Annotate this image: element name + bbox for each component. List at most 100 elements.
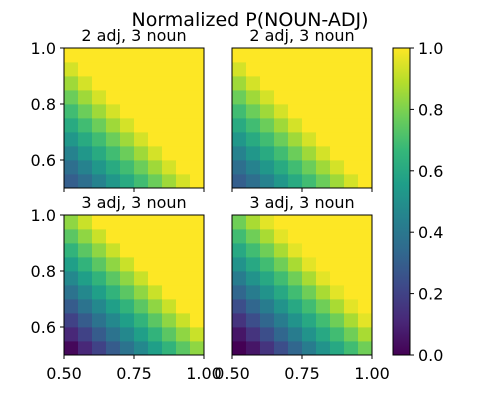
heatmap-cell xyxy=(176,327,191,342)
heatmap-cell xyxy=(176,313,191,328)
heatmap-cell xyxy=(176,215,191,230)
heatmap-cell xyxy=(134,243,149,258)
heatmap-cell xyxy=(162,313,177,328)
heatmap-cell xyxy=(344,313,359,328)
heatmap-cell xyxy=(302,132,317,147)
heatmap-cell xyxy=(288,76,303,91)
heatmap-cell xyxy=(344,132,359,147)
heatmap-cell xyxy=(78,285,93,300)
heatmap-cell xyxy=(176,341,191,356)
heatmap-cell xyxy=(232,285,247,300)
heatmap-cell xyxy=(176,160,191,175)
heatmap-cell xyxy=(162,285,177,300)
colorbar: 0.0 0.2 0.4 0.6 0.8 1.0 xyxy=(392,39,443,365)
heatmap-cell xyxy=(134,62,149,77)
heatmap-cell xyxy=(162,76,177,91)
heatmap-cell xyxy=(162,257,177,272)
heatmap-cell xyxy=(106,76,121,91)
heatmap-cell xyxy=(274,90,289,105)
heatmap-cell xyxy=(330,285,345,300)
heatmap-cell xyxy=(176,257,191,272)
heatmap-cell xyxy=(176,243,191,258)
heatmap-cell xyxy=(120,257,135,272)
heatmap-cell xyxy=(162,174,177,189)
heatmap-cell xyxy=(148,257,163,272)
heatmap-cell xyxy=(148,48,163,63)
heatmap-cell xyxy=(92,132,107,147)
heatmap-cell xyxy=(274,104,289,119)
heatmap-cell xyxy=(358,118,373,133)
heatmap-cell xyxy=(162,215,177,230)
heatmap-cell xyxy=(316,146,331,161)
heatmap-cell xyxy=(190,299,205,314)
x-tick-label: 0.75 xyxy=(116,364,152,383)
heatmap-cell xyxy=(176,285,191,300)
heatmap-cell xyxy=(260,285,275,300)
heatmap-cell xyxy=(232,62,247,77)
panel-title: 2 adj, 3 noun xyxy=(81,26,186,45)
heatmap-cell xyxy=(106,299,121,314)
heatmap-cell xyxy=(78,118,93,133)
heatmap-cell xyxy=(78,229,93,244)
heatmap-cell xyxy=(260,62,275,77)
heatmap-cell xyxy=(274,118,289,133)
heatmap-cell xyxy=(344,341,359,356)
heatmap-cell xyxy=(232,90,247,105)
heatmap-cell xyxy=(134,299,149,314)
heatmap-cell xyxy=(358,215,373,230)
heatmap-cell xyxy=(358,271,373,286)
heatmap-cell xyxy=(106,215,121,230)
heatmap-cell xyxy=(246,118,261,133)
x-tick-label: 0.75 xyxy=(284,364,320,383)
heatmap-cell xyxy=(78,215,93,230)
heatmap-cell xyxy=(358,160,373,175)
heatmap-cell xyxy=(358,243,373,258)
heatmap-cell xyxy=(64,104,79,119)
heatmap-cell xyxy=(260,48,275,63)
heatmap-cell xyxy=(274,327,289,342)
heatmap-cell xyxy=(274,174,289,189)
heatmap-cell xyxy=(92,313,107,328)
heatmap-cell xyxy=(246,285,261,300)
heatmap-cell xyxy=(288,313,303,328)
heatmap-cell xyxy=(344,327,359,342)
heatmap-cell xyxy=(92,299,107,314)
heatmap-cell xyxy=(358,132,373,147)
heatmap-cell xyxy=(330,215,345,230)
heatmap-cell xyxy=(274,229,289,244)
heatmap-cell xyxy=(260,341,275,356)
heatmap-cell xyxy=(232,174,247,189)
heatmap-cell xyxy=(288,62,303,77)
colorbar-tick-label: 0.6 xyxy=(418,162,443,181)
heatmap-cell xyxy=(190,174,205,189)
heatmap-cell xyxy=(106,62,121,77)
heatmap-cell xyxy=(344,90,359,105)
heatmap-cell xyxy=(288,48,303,63)
heatmap-cell xyxy=(148,327,163,342)
heatmap-cell xyxy=(288,174,303,189)
heatmap-cell xyxy=(78,243,93,258)
heatmap-cell xyxy=(246,299,261,314)
colorbar-tick-label: 1.0 xyxy=(418,39,443,58)
colorbar-tick-label: 0.2 xyxy=(418,285,443,304)
heatmap-cell xyxy=(162,118,177,133)
heatmap-cell xyxy=(64,174,79,189)
heatmap-cell xyxy=(260,327,275,342)
heatmap-cell xyxy=(302,90,317,105)
heatmap-cell xyxy=(288,257,303,272)
y-tick-label: 0.6 xyxy=(31,318,56,337)
heatmap-cell xyxy=(302,215,317,230)
heatmap-cell xyxy=(288,243,303,258)
heatmap-cell xyxy=(288,215,303,230)
panel-title: 3 adj, 3 noun xyxy=(81,193,186,212)
heatmap-cell xyxy=(344,62,359,77)
heatmap-cell xyxy=(246,48,261,63)
heatmap-cell xyxy=(190,160,205,175)
heatmap-cell xyxy=(260,76,275,91)
heatmap-cell xyxy=(316,132,331,147)
heatmap-cell xyxy=(246,313,261,328)
heatmap-cell xyxy=(302,285,317,300)
heatmap-cell xyxy=(162,299,177,314)
heatmap-cell xyxy=(64,313,79,328)
heatmap-cell xyxy=(288,299,303,314)
